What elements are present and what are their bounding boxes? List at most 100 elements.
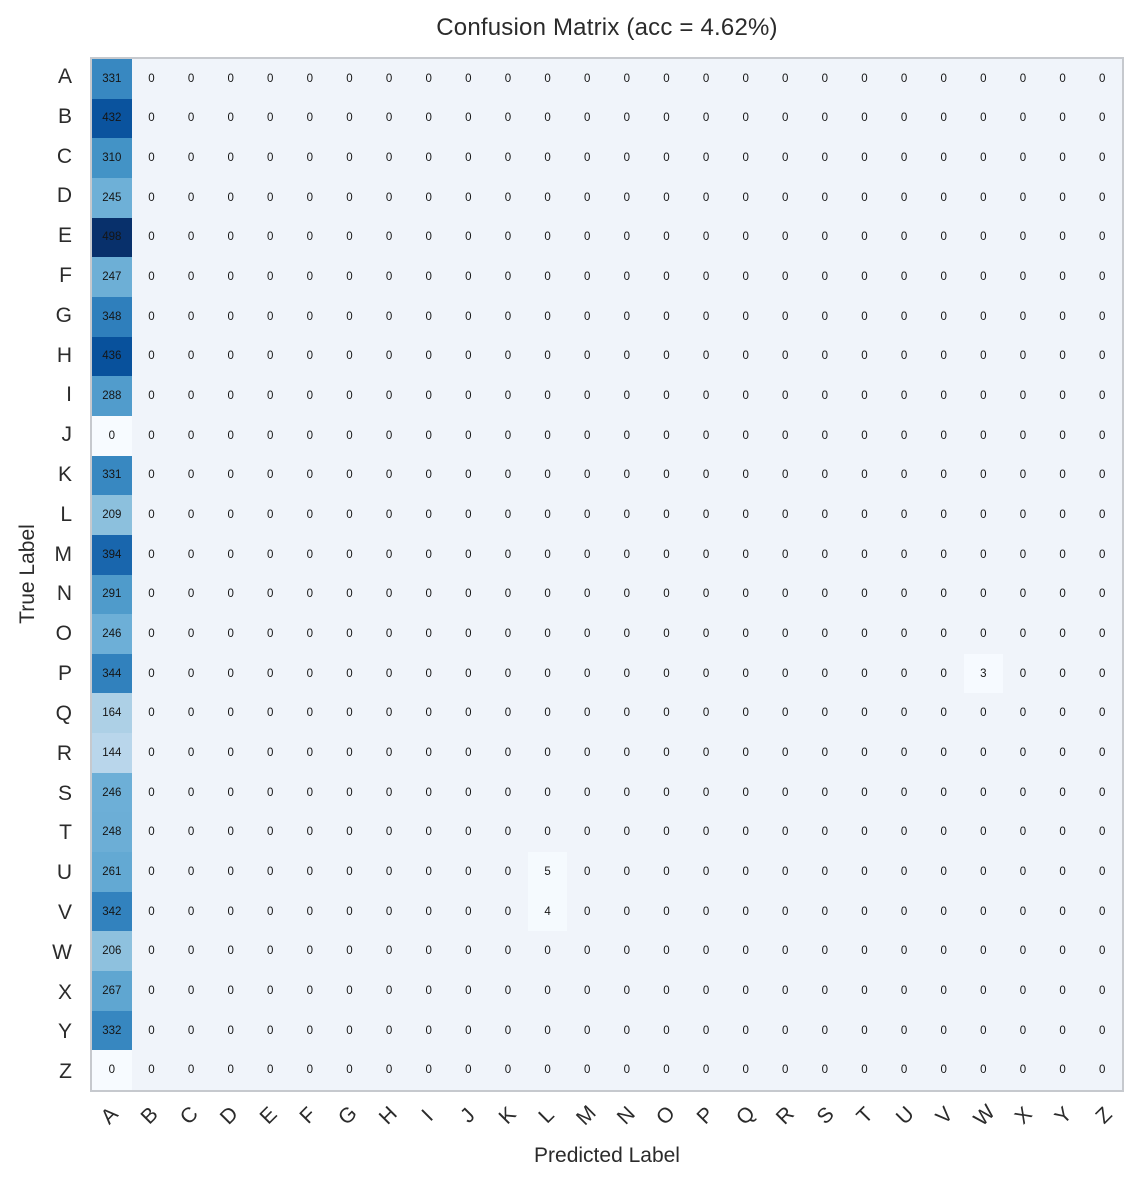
matrix-cell-FT: 0 <box>844 257 885 297</box>
matrix-cell-PP: 0 <box>686 653 726 694</box>
matrix-cell-IL: 0 <box>527 376 568 416</box>
matrix-cell-VH: 0 <box>369 891 409 932</box>
matrix-cell-KV: 0 <box>923 455 964 496</box>
cell-value: 0 <box>425 786 432 799</box>
matrix-cell-OZ: 0 <box>1082 614 1122 654</box>
matrix-cell-FA: 247 <box>92 257 132 297</box>
matrix-cell-TA: 248 <box>92 812 132 853</box>
matrix-cell-QU: 0 <box>884 693 924 734</box>
matrix-cell-FL: 0 <box>527 257 568 297</box>
matrix-cell-NK: 0 <box>488 574 528 615</box>
cell-value: 0 <box>267 429 274 442</box>
matrix-cell-LO: 0 <box>646 495 687 535</box>
cell-value: 0 <box>267 310 274 323</box>
cell-value: 0 <box>663 350 670 363</box>
cell-value: 0 <box>544 72 551 85</box>
cell-value: 0 <box>900 746 908 759</box>
matrix-cell-KI: 0 <box>408 455 449 496</box>
cell-value: 331 <box>102 72 122 85</box>
matrix-cell-MM: 0 <box>567 534 607 575</box>
cell-value: 0 <box>940 746 947 759</box>
cell-value: 0 <box>1098 72 1106 85</box>
cell-value: 0 <box>504 548 512 561</box>
matrix-cell-CP: 0 <box>686 138 726 178</box>
cell-value: 0 <box>1098 469 1106 482</box>
matrix-cell-GP: 0 <box>686 296 726 337</box>
matrix-cell-DN: 0 <box>606 177 647 218</box>
cell-value: 0 <box>782 984 789 997</box>
cell-value: 0 <box>980 350 987 363</box>
cell-value: 0 <box>1059 588 1066 601</box>
matrix-cell-XU: 0 <box>884 971 924 1011</box>
matrix-cell-MQ: 0 <box>725 534 766 575</box>
matrix-cell-IY: 0 <box>1042 376 1083 416</box>
cell-value: 0 <box>900 1064 908 1077</box>
cell-value: 0 <box>1059 509 1066 522</box>
matrix-cell-ON: 0 <box>606 614 647 654</box>
matrix-cell-AI: 0 <box>408 59 449 99</box>
cell-value: 0 <box>861 1064 868 1077</box>
matrix-cell-NF: 0 <box>290 574 330 615</box>
x-tick-label-H: H <box>374 1102 402 1130</box>
cell-value: 0 <box>821 627 829 640</box>
matrix-cell-IX: 0 <box>1003 376 1043 416</box>
cell-value: 0 <box>663 1024 670 1037</box>
cell-value: 0 <box>782 390 789 403</box>
cell-value: 0 <box>782 469 789 482</box>
y-tick-label-N: N <box>56 582 72 606</box>
cell-value: 0 <box>425 588 432 601</box>
x-tick-label-F: F <box>295 1102 322 1129</box>
x-tick-K: K <box>488 1096 528 1142</box>
cell-value: 0 <box>623 191 630 204</box>
cell-value: 0 <box>900 707 908 720</box>
matrix-cell-RB: 0 <box>131 733 172 773</box>
cell-value: 0 <box>861 509 868 522</box>
matrix-cell-JD: 0 <box>210 415 251 456</box>
x-tick-label-O: O <box>652 1101 681 1130</box>
matrix-cell-MV: 0 <box>923 534 964 575</box>
matrix-cell-CH: 0 <box>369 138 409 178</box>
matrix-cell-GN: 0 <box>606 296 647 337</box>
matrix-cell-VZ: 0 <box>1082 891 1122 932</box>
cell-value: 0 <box>782 548 789 561</box>
cell-value: 0 <box>267 469 274 482</box>
matrix-cell-QS: 0 <box>805 693 845 734</box>
cell-value: 0 <box>425 112 432 125</box>
cell-value: 0 <box>346 1064 353 1077</box>
cell-value: 0 <box>148 905 155 918</box>
matrix-cell-KZ: 0 <box>1082 455 1122 496</box>
x-tick-I: I <box>408 1096 448 1142</box>
matrix-cell-FH: 0 <box>369 257 409 297</box>
cell-value: 0 <box>623 390 630 403</box>
matrix-cell-JX: 0 <box>1003 415 1043 456</box>
cell-value: 0 <box>702 390 710 403</box>
cell-value: 0 <box>227 390 234 403</box>
cell-value: 0 <box>504 231 512 244</box>
matrix-cell-ND: 0 <box>210 574 251 615</box>
cell-value: 0 <box>187 945 195 958</box>
cell-value: 0 <box>702 469 710 482</box>
cell-value: 0 <box>742 152 749 165</box>
cell-value: 0 <box>346 865 353 878</box>
matrix-cell-MW: 0 <box>963 534 1004 575</box>
matrix-cell-JL: 0 <box>527 415 568 456</box>
y-tick-label-S: S <box>57 781 72 805</box>
cell-value: 0 <box>227 707 234 720</box>
matrix-cell-IB: 0 <box>131 376 172 416</box>
matrix-cell-TQ: 0 <box>725 812 766 853</box>
cell-value: 0 <box>267 707 274 720</box>
y-tick-label-T: T <box>59 821 72 845</box>
cell-value: 0 <box>544 350 551 363</box>
matrix-cell-EC: 0 <box>171 217 211 258</box>
cell-value: 0 <box>623 310 630 323</box>
matrix-cell-DQ: 0 <box>725 177 766 218</box>
cell-value: 0 <box>385 746 393 759</box>
matrix-cell-WW: 0 <box>963 931 1004 972</box>
x-tick-R: R <box>766 1096 806 1142</box>
matrix-cell-FQ: 0 <box>725 257 766 297</box>
matrix-cell-OL: 0 <box>527 614 568 654</box>
cell-value: 0 <box>306 984 314 997</box>
cell-value: 0 <box>861 1024 868 1037</box>
cell-value: 0 <box>148 588 155 601</box>
cell-value: 0 <box>900 231 908 244</box>
